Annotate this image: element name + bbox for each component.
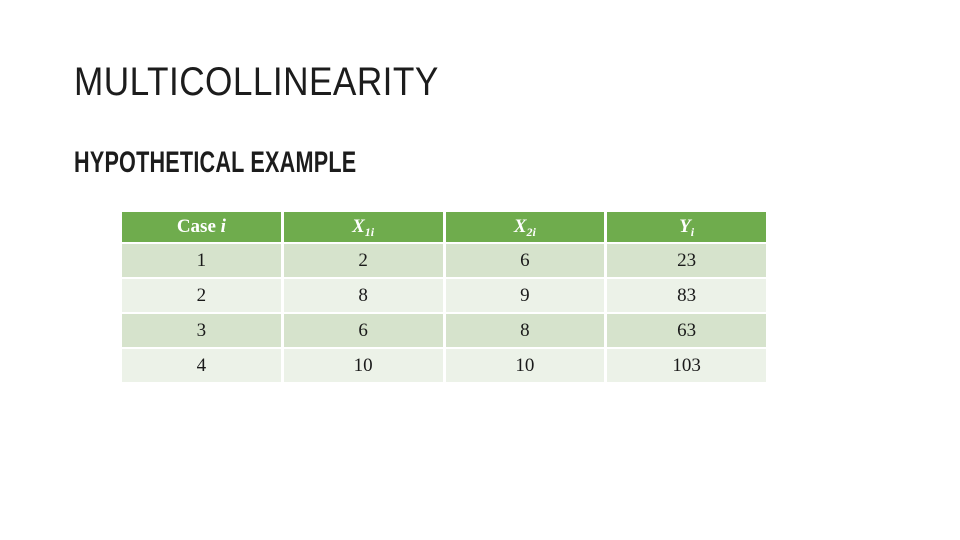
header-variable: Y [679,216,691,237]
slide-title: MULTICOLLINEARITY [74,60,439,104]
table-header-row: Case i X1i X2i Yi [122,212,766,242]
header-subscript: i [690,225,695,239]
data-table: Case i X1i X2i Yi 1 2 6 23 2 [119,210,769,384]
table-cell: 8 [283,279,443,312]
header-subscript: 2i [526,225,536,239]
table-cell: 3 [122,314,281,347]
table-cell: 83 [607,279,766,312]
header-variable: i [220,216,226,237]
header-text: Case [176,216,221,237]
table-cell: 23 [607,244,766,277]
table-cell: 2 [283,244,443,277]
table-row: 3 6 8 63 [122,314,766,347]
slide-subtitle: HYPOTHETICAL EXAMPLE [74,146,357,179]
table-cell: 10 [283,349,443,382]
column-header-x2: X2i [445,212,605,242]
table-cell: 103 [607,349,766,382]
table-row: 2 8 9 83 [122,279,766,312]
table-cell: 6 [283,314,443,347]
header-subscript: 1i [364,225,375,239]
table-row: 1 2 6 23 [122,244,766,277]
table-cell: 63 [607,314,766,347]
table-cell: 10 [445,349,605,382]
header-variable: X [513,216,527,237]
table-cell: 8 [445,314,605,347]
column-header-case: Case i [122,212,281,242]
header-variable: X [352,216,365,237]
column-header-y: Yi [607,212,766,242]
table-row: 4 10 10 103 [122,349,766,382]
table-cell: 6 [445,244,605,277]
table-cell: 1 [122,244,281,277]
table-cell: 4 [122,349,281,382]
table-cell: 2 [122,279,281,312]
table-cell: 9 [445,279,605,312]
column-header-x1: X1i [283,212,443,242]
